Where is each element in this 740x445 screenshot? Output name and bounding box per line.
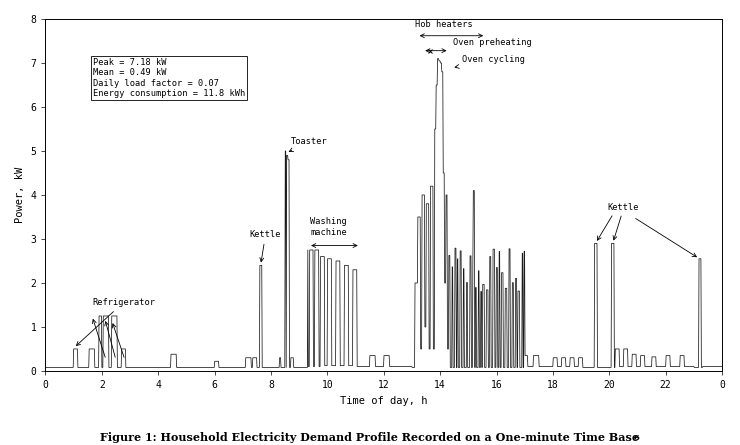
Text: Oven preheating: Oven preheating	[453, 38, 531, 47]
Text: Hob heaters: Hob heaters	[415, 20, 473, 28]
X-axis label: Time of day, h: Time of day, h	[340, 396, 428, 405]
Text: Figure 1: Household Electricity Demand Profile Recorded on a One-minute Time Bas: Figure 1: Household Electricity Demand P…	[101, 432, 639, 443]
Text: Kettle: Kettle	[250, 230, 281, 262]
Text: Kettle: Kettle	[608, 202, 639, 212]
Text: Oven cycling: Oven cycling	[455, 55, 525, 69]
Y-axis label: Power, kW: Power, kW	[15, 167, 25, 223]
Text: 6: 6	[633, 434, 639, 442]
Text: Washing
machine: Washing machine	[310, 217, 347, 237]
Text: Toaster: Toaster	[289, 138, 328, 152]
Text: Peak = 7.18 kW
Mean = 0.49 kW
Daily load factor = 0.07
Energy consumption = 11.8: Peak = 7.18 kW Mean = 0.49 kW Daily load…	[92, 58, 245, 98]
Text: Refrigerator: Refrigerator	[76, 298, 155, 346]
